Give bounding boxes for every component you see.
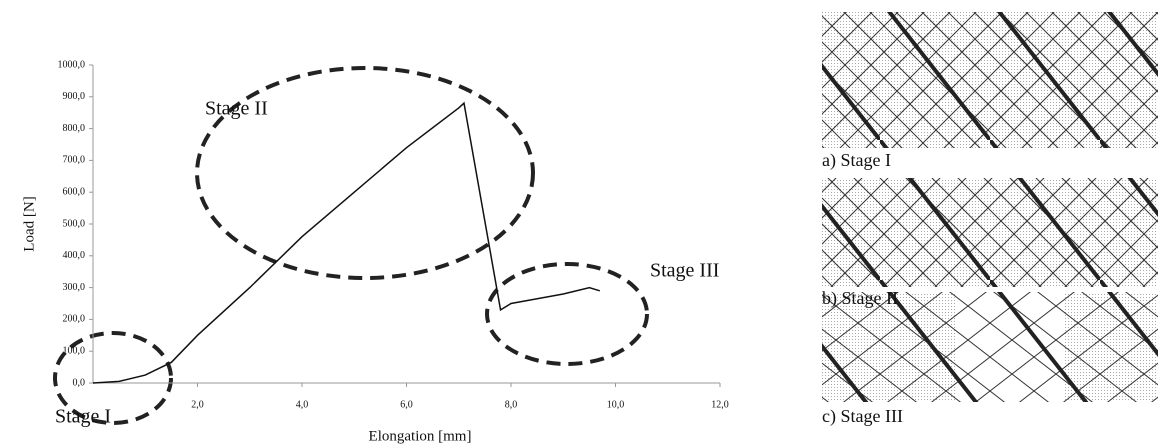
x-tick-label: 4,0 — [296, 399, 309, 410]
x-tick-label: 2,0 — [191, 399, 204, 410]
x-tick-label: 8,0 — [505, 399, 518, 410]
x-tick-label: 6,0 — [400, 399, 413, 410]
y-tick-label: 700,0 — [63, 155, 86, 166]
panel-caption: b) Stage II — [822, 288, 898, 309]
panel-caption: a) Stage I — [822, 150, 891, 171]
stage-label: Stage I — [55, 406, 111, 428]
stage-ellipses — [55, 68, 647, 423]
y-tick-label: 800,0 — [63, 123, 86, 134]
fabric-panels — [822, 12, 1158, 402]
figure: Load [N] Elongation [mm] 0,0 100,0 200,0 30… — [0, 0, 1162, 448]
y-tick-label: 600,0 — [63, 186, 86, 197]
y-tick-label: 900,0 — [63, 91, 86, 102]
panel-caption: c) Stage III — [822, 406, 903, 427]
load-curve — [93, 103, 600, 383]
y-tick-label: 100,0 — [63, 345, 86, 356]
y-tick-label: 1000,0 — [58, 59, 86, 70]
x-tick-label: 12,0 — [711, 399, 729, 410]
ellipse-stage-3 — [487, 264, 647, 364]
y-tick-label: 500,0 — [63, 218, 86, 229]
y-tick-label: 400,0 — [63, 250, 86, 261]
x-axis-label: Elongation [mm] — [369, 428, 472, 444]
y-tick-label: 0,0 — [73, 377, 86, 388]
y-tick-label: 200,0 — [63, 314, 86, 325]
y-tick-label: 300,0 — [63, 282, 86, 293]
x-tick-label: 10,0 — [607, 399, 625, 410]
stage-label: Stage II — [205, 98, 268, 120]
stage-label: Stage III — [650, 260, 719, 282]
page: {"chart_data": {"type": "line", "xlabel"… — [0, 0, 1162, 448]
y-axis-label: Load [N] — [21, 196, 37, 251]
